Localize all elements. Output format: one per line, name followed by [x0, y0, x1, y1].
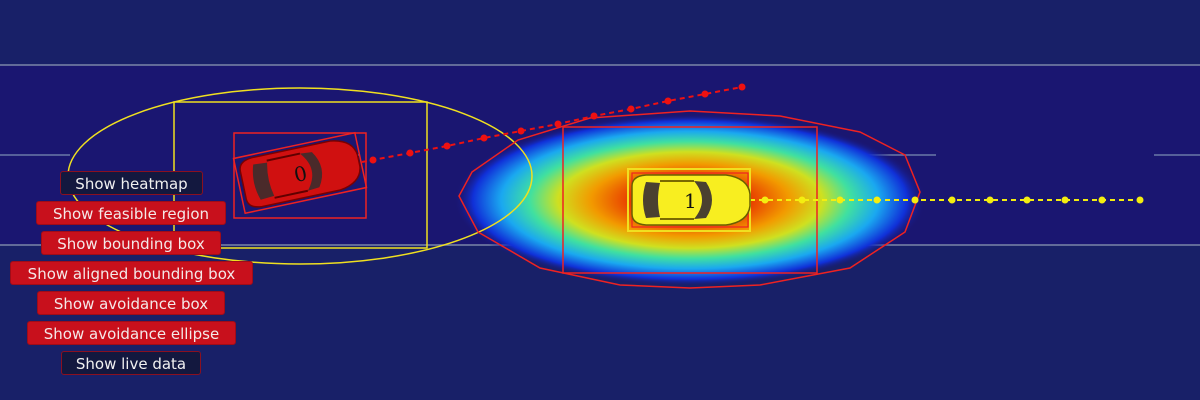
aligned-bounding-box-0	[233, 132, 367, 219]
show-aligned-bounding-box-button[interactable]: Show aligned bounding box	[10, 261, 253, 285]
vehicle-0[interactable]: 0	[232, 131, 368, 215]
show-feasible-region-button[interactable]: Show feasible region	[36, 201, 226, 225]
vehicle-label-0: 0	[292, 161, 309, 187]
show-avoidance-box-button[interactable]: Show avoidance box	[37, 291, 225, 315]
bounding-box-0	[232, 131, 368, 215]
show-bounding-box-button[interactable]: Show bounding box	[41, 231, 221, 255]
windshield-1	[694, 181, 712, 219]
trajectory-1	[750, 196, 1144, 204]
feasible-region-1	[458, 110, 921, 289]
windshield-0	[299, 152, 323, 191]
show-heatmap-button[interactable]: Show heatmap	[60, 171, 203, 195]
vehicle-label-1: 1	[684, 189, 697, 213]
rear-window-1	[643, 182, 660, 218]
show-live-data-button[interactable]: Show live data	[61, 351, 201, 375]
vehicle-1[interactable]: 1	[627, 168, 751, 232]
car-body-1	[631, 174, 751, 226]
show-avoidance-ellipse-button[interactable]: Show avoidance ellipse	[27, 321, 236, 345]
rear-window-0	[252, 162, 275, 200]
trajectory-0	[361, 83, 746, 164]
